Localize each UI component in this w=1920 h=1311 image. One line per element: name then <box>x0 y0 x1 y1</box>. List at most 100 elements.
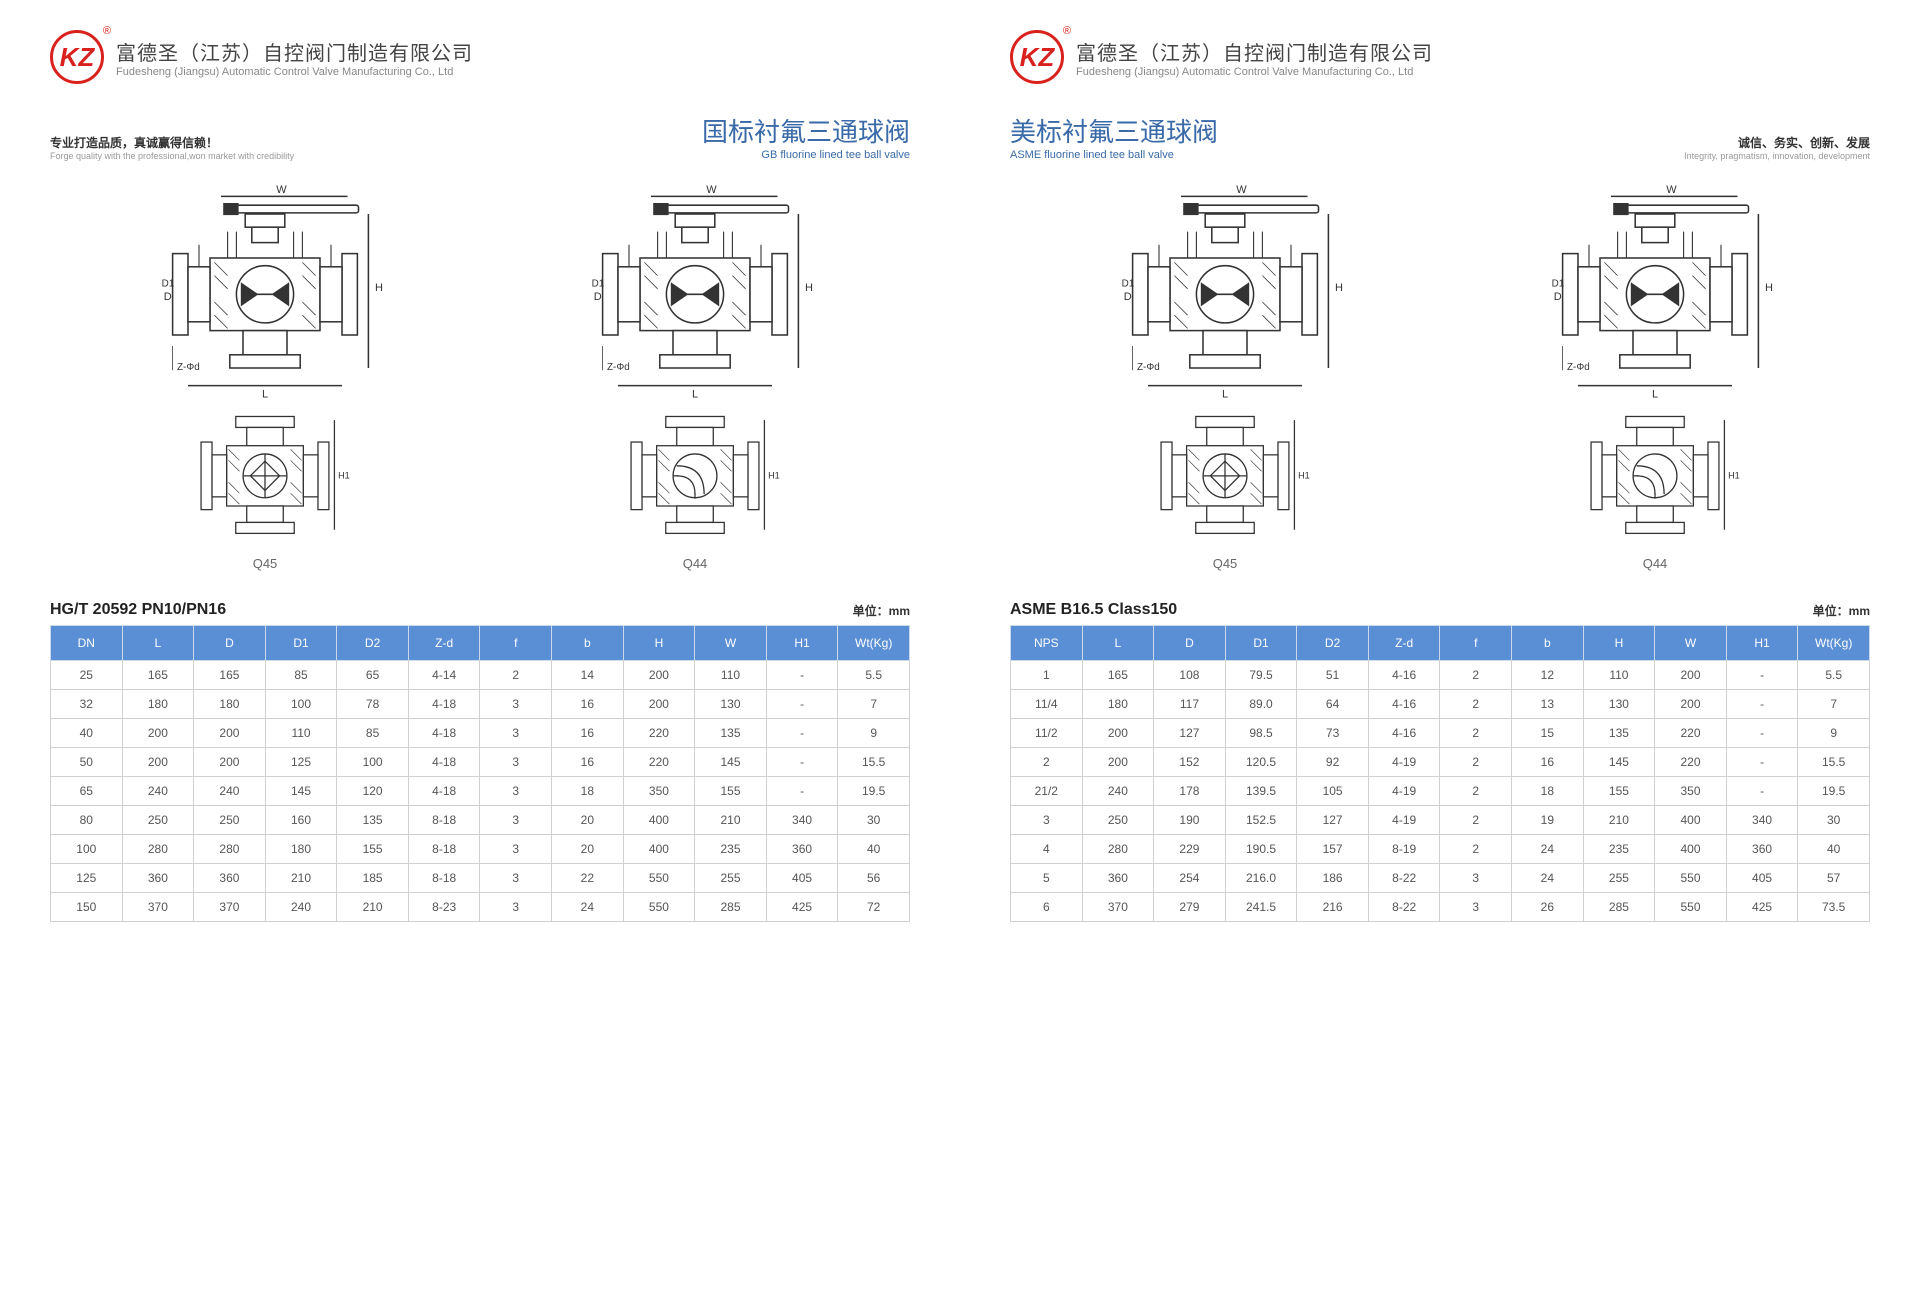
table-cell: 3 <box>480 864 552 893</box>
table-header-row: HG/T 20592 PN10/PN16 单位：mm <box>50 601 910 619</box>
column-header: L <box>122 626 194 661</box>
table-cell: 220 <box>1655 748 1727 777</box>
table-cell: 3 <box>480 835 552 864</box>
table-cell: 200 <box>1655 661 1727 690</box>
table-cell: 4 <box>1011 835 1083 864</box>
product-title-en: GB fluorine lined tee ball valve <box>702 149 910 161</box>
table-cell: 200 <box>1655 690 1727 719</box>
table-cell: 216.0 <box>1225 864 1297 893</box>
table-cell: 18 <box>1512 777 1584 806</box>
table-cell: 4-18 <box>408 690 480 719</box>
tagline-cn: 专业打造品质，真诚赢得信赖！ <box>50 134 294 151</box>
drawing-bottom-right: Q44 <box>1460 411 1850 571</box>
table-cell: 15 <box>1512 719 1584 748</box>
drawing-label: Q44 <box>683 556 708 571</box>
table-cell: 200 <box>194 748 266 777</box>
column-header: Z-d <box>408 626 480 661</box>
drawing-bottom-left: Q45 <box>70 411 460 571</box>
table-cell: 135 <box>1583 719 1655 748</box>
table-cell: 110 <box>1583 661 1655 690</box>
table-cell: 241.5 <box>1225 893 1297 922</box>
table-cell: 117 <box>1154 690 1226 719</box>
company-name-cn: 富德圣（江苏）自控阀门制造有限公司 <box>1076 37 1433 66</box>
table-row: 3250190152.51274-1921921040034030 <box>1011 806 1870 835</box>
company-name-en: Fudesheng (Jiangsu) Automatic Control Va… <box>116 66 473 78</box>
table-cell: 2 <box>1011 748 1083 777</box>
valve-side-view-icon <box>500 181 890 401</box>
table-cell: 550 <box>623 893 695 922</box>
table-cell: 165 <box>1082 661 1154 690</box>
table-cell: 1 <box>1011 661 1083 690</box>
column-header: W <box>695 626 767 661</box>
table-cell: 19 <box>1512 806 1584 835</box>
table-cell: 64 <box>1297 690 1369 719</box>
tagline-en: Integrity, pragmatism, innovation, devel… <box>1684 151 1870 161</box>
table-cell: 280 <box>194 835 266 864</box>
table-cell: 165 <box>194 661 266 690</box>
table-cell: 125 <box>51 864 123 893</box>
table-cell: 240 <box>194 777 266 806</box>
tagline-block: 专业打造品质，真诚赢得信赖！ Forge quality with the pr… <box>50 134 294 161</box>
table-row: 2516516585654-14214200110-5.5 <box>51 661 910 690</box>
table-cell: 240 <box>1082 777 1154 806</box>
table-cell: 2 <box>1440 806 1512 835</box>
table-cell: 40 <box>1798 835 1870 864</box>
table-row: 652402401451204-18318350155-19.5 <box>51 777 910 806</box>
table-cell: 180 <box>1082 690 1154 719</box>
table-cell: 360 <box>766 835 838 864</box>
table-cell: 127 <box>1297 806 1369 835</box>
table-cell: 4-18 <box>408 748 480 777</box>
table-cell: 155 <box>1583 777 1655 806</box>
table-row: 4280229190.51578-1922423540036040 <box>1011 835 1870 864</box>
technical-drawings: Q45 Q44 <box>1010 181 1870 571</box>
table-cell: 3 <box>1440 893 1512 922</box>
table-row: 21/2240178139.51054-19218155350-19.5 <box>1011 777 1870 806</box>
table-cell: 210 <box>337 893 409 922</box>
table-cell: 240 <box>265 893 337 922</box>
table-cell: 16 <box>552 690 624 719</box>
table-cell: 2 <box>1440 748 1512 777</box>
table-cell: 180 <box>122 690 194 719</box>
table-cell: 145 <box>1583 748 1655 777</box>
drawing-top-right <box>1460 181 1850 401</box>
table-cell: 100 <box>337 748 409 777</box>
table-cell: 125 <box>265 748 337 777</box>
drawing-top-left <box>70 181 460 401</box>
table-cell: 360 <box>194 864 266 893</box>
table-cell: 2 <box>1440 777 1512 806</box>
table-cell: 8-22 <box>1368 893 1440 922</box>
logo-icon: KZ <box>50 30 104 84</box>
table-cell: 100 <box>51 835 123 864</box>
table-cell: 340 <box>1726 806 1798 835</box>
subhead-row: 专业打造品质，真诚赢得信赖！ Forge quality with the pr… <box>50 112 910 161</box>
two-page-spread: KZ 富德圣（江苏）自控阀门制造有限公司 Fudesheng (Jiangsu)… <box>0 0 1920 962</box>
table-cell: 200 <box>1082 719 1154 748</box>
valve-tee-q45-icon <box>1030 411 1420 548</box>
company-block: 富德圣（江苏）自控阀门制造有限公司 Fudesheng (Jiangsu) Au… <box>1076 37 1433 78</box>
column-header: b <box>552 626 624 661</box>
table-cell: 240 <box>122 777 194 806</box>
table-cell: 8-19 <box>1368 835 1440 864</box>
table-cell: 4-16 <box>1368 719 1440 748</box>
table-cell: 165 <box>122 661 194 690</box>
table-cell: 190 <box>1154 806 1226 835</box>
table-cell: 200 <box>122 719 194 748</box>
table-cell: - <box>1726 661 1798 690</box>
table-cell: 3 <box>480 806 552 835</box>
table-cell: - <box>766 748 838 777</box>
table-cell: 6 <box>1011 893 1083 922</box>
table-cell: 178 <box>1154 777 1226 806</box>
table-cell: 9 <box>838 719 910 748</box>
table-cell: 280 <box>1082 835 1154 864</box>
table-cell: 16 <box>552 719 624 748</box>
table-cell: 3 <box>480 777 552 806</box>
table-body: 2516516585654-14214200110-5.532180180100… <box>51 661 910 922</box>
table-cell: 3 <box>480 748 552 777</box>
table-cell: 110 <box>265 719 337 748</box>
table-cell: 30 <box>838 806 910 835</box>
table-cell: 8-18 <box>408 835 480 864</box>
column-header: H <box>623 626 695 661</box>
table-cell: 11/2 <box>1011 719 1083 748</box>
table-cell: 2 <box>480 661 552 690</box>
table-cell: 92 <box>1297 748 1369 777</box>
